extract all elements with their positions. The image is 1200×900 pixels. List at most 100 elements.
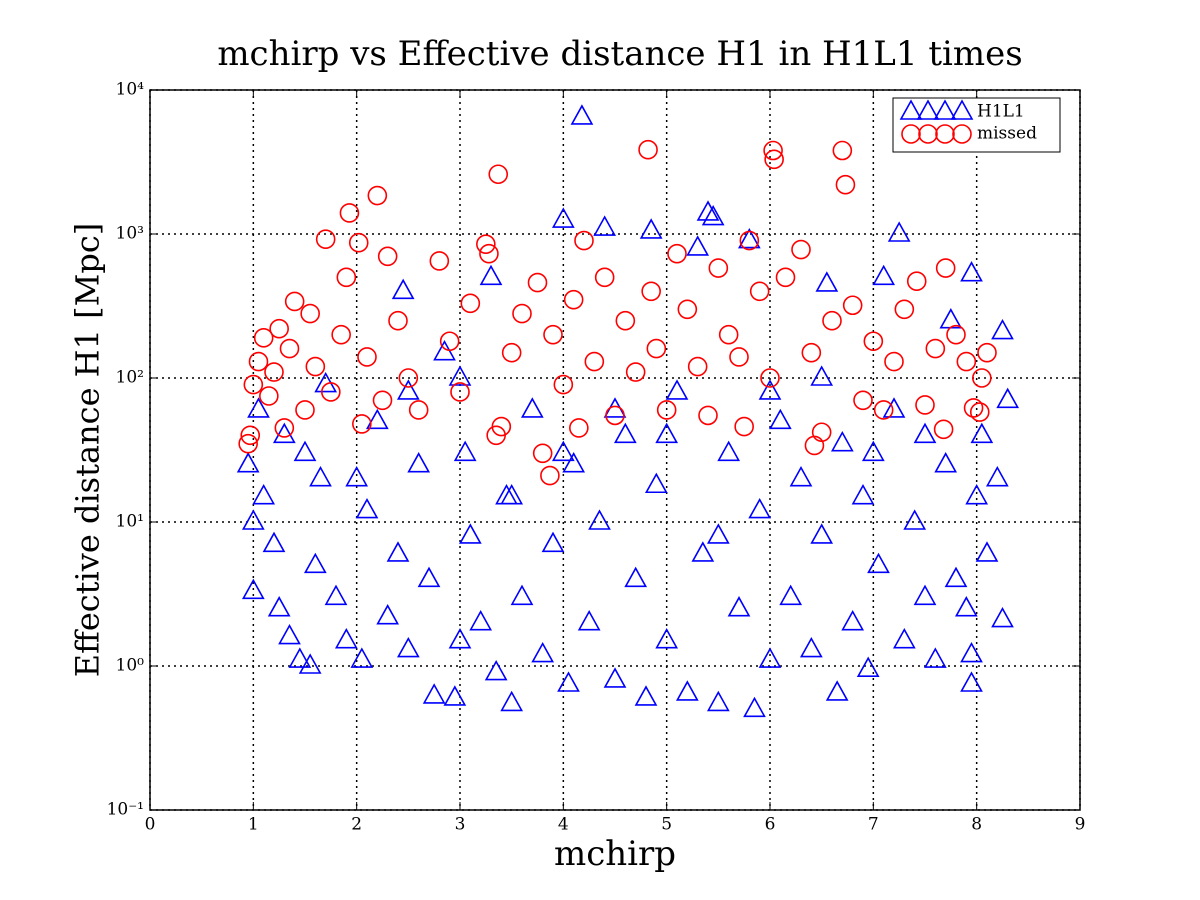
x-tick-label: 0: [145, 815, 156, 835]
circle-marker: [956, 351, 977, 372]
circle-marker: [832, 140, 853, 161]
triangle-marker: [970, 422, 994, 444]
triangle-marker: [453, 440, 477, 462]
circle-marker: [641, 281, 661, 302]
circle-marker: [357, 347, 377, 367]
circle-marker: [248, 351, 269, 372]
y-tick-label: 10⁻¹: [107, 800, 144, 820]
circle-marker: [476, 234, 496, 254]
circle-marker: [963, 398, 984, 418]
y-axis-label: Effective distance H1 [Mpc]: [69, 223, 107, 678]
triangle-marker: [950, 99, 974, 120]
triangle-marker: [345, 466, 369, 487]
triangle-marker: [727, 596, 751, 617]
triangle-marker: [913, 422, 937, 444]
circle-marker: [656, 400, 677, 420]
circle-marker: [698, 405, 718, 426]
circle-marker: [835, 174, 856, 195]
circle-marker: [543, 324, 563, 345]
triangle-marker: [996, 387, 1020, 409]
triangle-marker: [422, 683, 446, 704]
triangle-marker: [954, 596, 978, 617]
triangle-marker: [458, 523, 482, 544]
y-tick-label: 10²: [116, 368, 144, 388]
circle-marker: [901, 124, 921, 144]
triangle-marker: [779, 584, 803, 606]
circle-marker: [906, 271, 927, 292]
triangle-marker: [396, 636, 420, 658]
circle-marker: [935, 124, 955, 144]
triangle-marker: [500, 690, 524, 712]
triangle-marker: [665, 379, 689, 400]
x-tick-label: 1: [248, 815, 259, 835]
triangle-marker: [841, 610, 865, 631]
circle-marker: [853, 390, 873, 411]
circle-marker: [972, 368, 992, 388]
circle-marker: [946, 324, 966, 345]
triangle-marker: [520, 397, 544, 418]
legend-box: [892, 97, 1061, 153]
triangle-marker: [701, 204, 725, 226]
triangle-marker: [531, 641, 555, 663]
triangle-marker: [934, 452, 958, 473]
triangle-marker: [593, 215, 617, 236]
circle-marker: [274, 418, 295, 438]
circle-marker: [339, 203, 360, 223]
triangle-marker: [882, 397, 906, 418]
triangle-marker: [469, 610, 493, 631]
circle-marker: [884, 351, 904, 372]
triangle-marker: [448, 365, 472, 386]
triangle-marker: [830, 431, 854, 452]
triangle-marker: [396, 379, 420, 400]
circle-marker: [479, 243, 499, 264]
circle-marker: [279, 338, 300, 359]
triangle-marker: [355, 497, 379, 519]
triangle-marker: [944, 566, 968, 588]
triangle-marker: [691, 541, 715, 562]
circle-marker: [532, 443, 553, 464]
triangle-marker: [247, 397, 270, 418]
circle-marker: [512, 303, 532, 324]
triangle-marker: [975, 541, 999, 562]
triangle-marker: [551, 440, 575, 462]
legend-label: missed: [977, 124, 1037, 144]
triangle-marker: [810, 523, 834, 544]
circle-marker: [677, 299, 698, 320]
circle-marker: [584, 351, 605, 372]
triangle-marker: [386, 541, 410, 562]
circle-marker: [734, 416, 754, 437]
circle-marker: [925, 338, 946, 359]
triangle-marker: [236, 452, 260, 473]
circle-marker: [450, 382, 470, 402]
circle-marker: [977, 342, 997, 363]
triangle-marker: [391, 278, 415, 300]
y-tick-label: 10¹: [116, 512, 144, 532]
circle-marker: [574, 230, 594, 251]
triangle-marker: [309, 466, 332, 487]
triangle-marker: [923, 647, 947, 668]
triangle-marker: [815, 271, 839, 292]
circle-marker: [952, 124, 972, 144]
x-tick-label: 3: [455, 815, 466, 835]
triangle-marker: [510, 584, 534, 606]
circle-marker: [501, 342, 522, 363]
triangle-marker: [551, 207, 575, 228]
circle-marker: [300, 303, 320, 324]
triangle-marker: [737, 227, 761, 249]
triangle-marker: [562, 452, 586, 473]
chart-title: mchirp vs Effective distance H1 in H1L1 …: [217, 34, 1022, 74]
triangle-marker: [758, 647, 782, 668]
triangle-marker: [825, 680, 849, 701]
triangle-marker: [903, 509, 927, 530]
circle-marker: [253, 328, 274, 348]
triangle-marker: [262, 531, 286, 553]
triangle-marker: [241, 509, 265, 530]
triangle-marker: [960, 641, 983, 663]
triangle-marker: [696, 200, 720, 221]
circle-marker: [739, 230, 760, 251]
triangle-marker: [639, 218, 663, 239]
circle-marker: [729, 347, 749, 367]
triangle-marker: [686, 235, 710, 256]
triangle-marker: [303, 552, 327, 574]
triangle-marker: [570, 104, 594, 125]
